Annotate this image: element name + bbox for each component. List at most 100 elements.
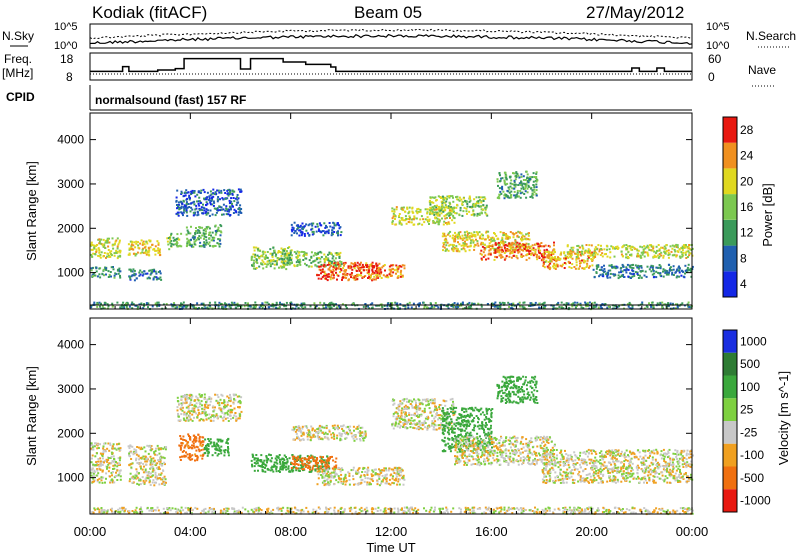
power-cell-0 [90,243,93,246]
power-cell-6 [198,235,201,238]
power-cell-18 [689,252,692,255]
velocity-cell-2 [179,419,182,422]
velocity-cell-0 [91,481,94,483]
power-cell-20 [496,305,499,308]
power-cell-10 [326,264,329,266]
power-cell-14 [463,244,466,247]
power-cell-19 [610,264,613,267]
power-cell-19 [611,265,614,268]
velocity-cell-1 [135,475,138,477]
power-cell-8 [289,256,291,259]
power-cell-16 [496,178,499,181]
power-cell-15 [481,242,484,245]
power-cell-20 [616,306,619,308]
power-cell-10 [333,262,336,265]
power-cell-17 [582,259,585,262]
power-cell-13 [466,203,469,205]
velocity-cell-0 [104,450,107,453]
power-cell-14 [491,239,494,242]
power-cell-18 [569,255,572,258]
power-cell-11 [395,264,398,267]
velocity-cell-1 [129,444,132,447]
velocity-cell-3 [194,455,197,457]
power-cell-14 [501,236,504,239]
power-cell-14 [516,234,519,237]
power-cell-20 [173,302,175,305]
power-cell-17 [542,265,545,267]
power-cell-20 [391,306,393,309]
power-cell-13 [458,214,461,217]
power-cell-18 [643,245,646,248]
power-cell-20 [235,306,238,309]
power-cell-14 [505,233,507,236]
power-cell-15 [536,258,539,261]
power-cell-8 [289,261,291,264]
power-cell-13 [439,209,442,212]
power-cell-14 [482,234,484,237]
power-cell-10 [327,268,330,271]
power-cell-6 [186,244,189,246]
power-cell-17 [554,258,557,261]
velocity-cell-2 [240,410,243,413]
power-cell-16 [529,178,532,180]
power-cell-20 [614,305,617,307]
power-cell-19 [682,275,685,278]
power-cell-18 [655,251,658,254]
power-cell-9 [339,226,342,229]
power-cell-3 [146,272,149,275]
power-cell-20 [399,307,401,310]
power-cell-20 [277,307,280,310]
velocity-cell-0 [105,458,108,461]
power-cell-4 [176,233,179,236]
power-cell-17 [550,260,553,263]
power-cell-5 [188,194,191,197]
power-cell-18 [620,253,623,256]
velocity-cell-1 [157,467,160,470]
power-cell-20 [271,304,274,307]
power-cell-16 [532,184,535,186]
power-cell-5 [218,205,221,208]
power-cell-5 [239,190,242,193]
power-cell-5 [185,191,188,194]
velocity-cell-2 [203,407,206,409]
power-cell-19 [676,268,679,271]
power-cell-18 [593,250,596,253]
power-cell-10 [318,268,321,271]
power-cell-19 [630,272,633,275]
power-cell-12 [405,217,408,220]
power-cell-3 [156,277,159,280]
power-cell-19 [655,276,658,279]
power-cell-15 [487,257,490,260]
velocity-cell-4 [204,438,207,441]
velocity-cell-2 [219,398,222,401]
power-cell-12 [410,221,413,224]
power-cell-16 [501,177,504,180]
power-cell-20 [452,305,455,308]
velocity-cell-4 [216,448,219,451]
power-cell-5 [191,201,194,204]
power-cell-10 [350,272,353,274]
power-cell-5 [185,209,188,212]
power-cell-20 [217,307,220,310]
power-cell-11 [376,272,379,274]
power-cell-6 [188,241,190,244]
power-cell-8 [317,261,320,264]
power-cell-20 [101,305,104,308]
power-cell-16 [535,189,538,192]
power-cell-10 [329,278,332,281]
power-cell-12 [400,222,403,225]
power-cell-0 [106,252,109,255]
power-cell-20 [529,305,532,307]
velocity-cell-0 [90,461,93,464]
power-cell-9 [299,229,302,232]
velocity-cell-0 [111,460,114,463]
power-cell-17 [573,266,576,268]
power-cell-16 [529,196,532,198]
power-cell-20 [335,303,337,306]
power-cell-11 [393,269,396,272]
velocity-cell-5 [275,468,278,471]
power-cell-20 [371,307,373,310]
power-cell-15 [483,243,486,246]
power-cell-14 [512,236,515,239]
velocity-cell-2 [185,417,188,420]
